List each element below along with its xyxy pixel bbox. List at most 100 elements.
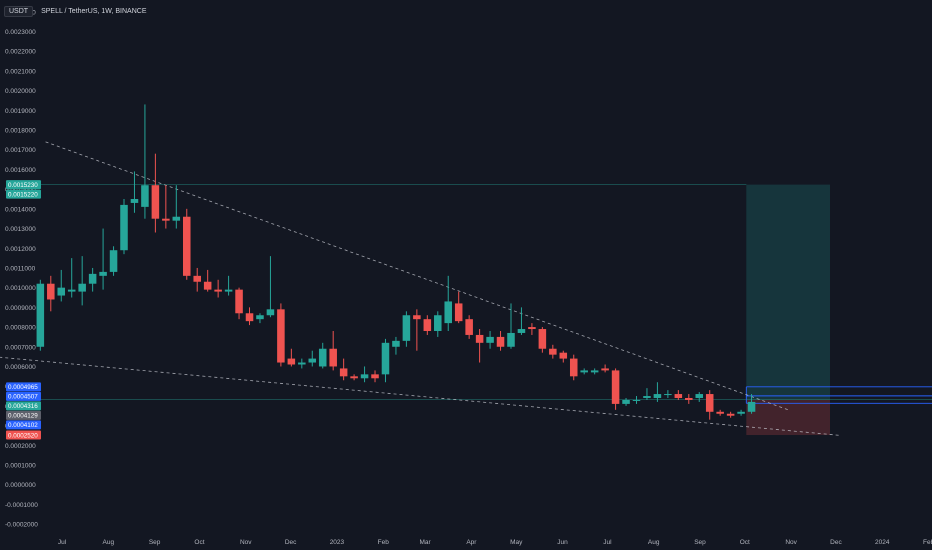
candle — [151, 153, 160, 233]
candle-body — [454, 303, 463, 322]
candle — [350, 374, 358, 381]
y-tick-label: 0.0021000 — [5, 68, 36, 75]
candle-body — [329, 348, 337, 367]
candle — [402, 311, 411, 347]
candle — [339, 358, 348, 381]
candle — [78, 256, 86, 306]
candle-body — [747, 401, 756, 412]
candle — [496, 331, 505, 351]
candle — [130, 171, 139, 213]
x-tick-label: Aug — [103, 539, 115, 546]
candle-body — [601, 368, 609, 371]
candle-body — [413, 315, 421, 320]
y-tick-label: 0.0023000 — [5, 29, 36, 36]
price-label-bg — [6, 391, 41, 401]
candle-body — [203, 281, 212, 290]
y-tick-label: 0.0011000 — [5, 265, 36, 272]
candle — [256, 313, 264, 324]
candle-body — [423, 319, 432, 332]
target-zone — [746, 184, 830, 400]
candle — [590, 368, 599, 375]
trendlines — [0, 141, 841, 436]
candle — [434, 311, 442, 337]
candle-body — [245, 313, 254, 322]
candle-body — [130, 198, 139, 203]
chart-header: USDT SPELL / TetherUS, 1W, BINANCE — [4, 4, 147, 18]
price-label-text: 0.0002520 — [8, 432, 38, 439]
candle-body — [99, 271, 107, 276]
candle — [695, 392, 704, 402]
candle-body — [611, 370, 620, 404]
candle-body — [298, 362, 306, 365]
y-tick-label: 0.0014000 — [5, 206, 36, 213]
candle — [36, 279, 45, 351]
price-label-bg — [6, 401, 41, 411]
candle-body — [360, 374, 369, 379]
candle — [172, 185, 181, 229]
price-label-bg — [6, 382, 41, 392]
candle-body — [674, 394, 683, 398]
x-tick-label: Feb — [923, 539, 932, 546]
candle-body — [486, 336, 494, 343]
x-tick-label: 2023 — [330, 539, 345, 546]
candle — [475, 329, 484, 363]
x-tick-label: Mar — [419, 539, 431, 546]
candle-body — [308, 358, 317, 363]
candle — [277, 303, 285, 367]
candle-body — [716, 411, 724, 414]
candle-body — [590, 370, 599, 373]
y-tick-label: 0.0012000 — [5, 246, 36, 253]
price-label-bg — [6, 180, 41, 190]
candle — [99, 228, 107, 290]
price-label: 0.0015230 — [6, 180, 41, 190]
candle-body — [569, 358, 578, 377]
candles — [36, 104, 756, 420]
candle-body — [67, 289, 76, 292]
y-tick-label: -0.0001000 — [5, 502, 38, 509]
x-tick-label: Oct — [194, 539, 204, 546]
price-label: 0.0004507 — [6, 391, 41, 401]
candle-body — [141, 185, 149, 207]
y-tick-label: 0.0020000 — [5, 88, 36, 95]
candle-body — [256, 315, 264, 320]
candle-body — [392, 340, 400, 347]
x-tick-label: Jul — [603, 539, 612, 546]
candle-body — [402, 315, 411, 341]
time-axis[interactable]: Jul Aug Sep Oct Nov Dec 2023 Feb Mar Apr May Jun Jul… — [58, 539, 932, 546]
candle-body — [538, 329, 547, 349]
price-axis[interactable]: 0.00240000.00230000.00220000.00210000.00… — [5, 9, 38, 528]
candle — [538, 327, 547, 353]
currency-badge[interactable]: USDT — [4, 5, 34, 17]
candle — [559, 350, 568, 363]
candle — [549, 344, 557, 359]
candle-body — [162, 218, 170, 221]
candle — [465, 315, 473, 339]
candle-body — [705, 394, 714, 412]
y-tick-label: 0.0000000 — [5, 482, 36, 489]
price-label-text: 0.0004102 — [8, 422, 38, 429]
candle-body — [109, 250, 118, 272]
candle — [580, 368, 588, 375]
candle — [109, 246, 118, 276]
candle — [674, 390, 683, 400]
candle — [371, 370, 379, 383]
candle — [632, 396, 641, 404]
price-label: 0.0002520 — [6, 430, 41, 440]
candle-body — [643, 396, 651, 398]
candle — [360, 366, 369, 383]
candle-body — [36, 283, 45, 347]
y-tick-label: -0.0002000 — [5, 522, 38, 529]
candle — [726, 411, 735, 418]
candle-body — [318, 348, 327, 367]
candle — [47, 275, 55, 312]
candle-body — [88, 273, 97, 284]
candle-body — [235, 289, 243, 314]
candle-body — [528, 327, 536, 330]
candle-body — [632, 399, 641, 401]
candle — [643, 388, 651, 400]
price-label: 0.0015220 — [6, 189, 41, 199]
candle — [235, 287, 243, 320]
candle — [454, 291, 463, 324]
candle — [182, 208, 191, 280]
